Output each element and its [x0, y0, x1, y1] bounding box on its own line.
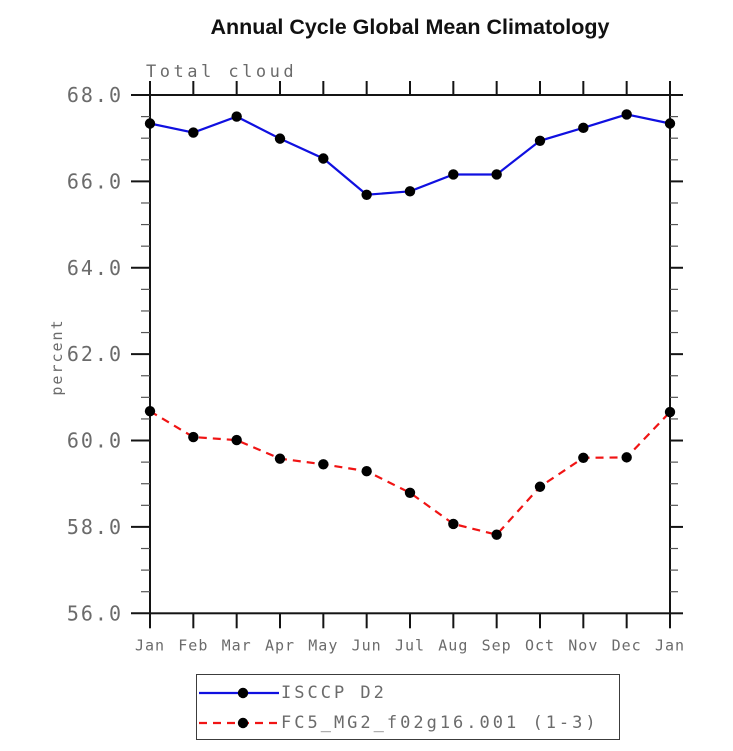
legend-item-fc5-mg2: FC5_MG2_f02g16.001 (1-3): [197, 708, 619, 738]
legend-marker-dot: [237, 687, 249, 699]
legend-line-sample-solid: [199, 687, 279, 699]
svg-text:58.0: 58.0: [67, 515, 123, 539]
svg-text:Jan: Jan: [135, 636, 165, 654]
svg-text:Feb: Feb: [178, 636, 208, 654]
legend-label-isccp-d2: ISCCP D2: [281, 683, 387, 703]
legend-marker-dot: [237, 717, 249, 729]
svg-text:Oct: Oct: [525, 636, 555, 654]
svg-text:Apr: Apr: [265, 636, 295, 654]
svg-text:56.0: 56.0: [67, 601, 123, 625]
svg-text:64.0: 64.0: [67, 256, 123, 280]
svg-text:Nov: Nov: [568, 636, 598, 654]
svg-text:Jul: Jul: [395, 636, 425, 654]
legend: ISCCP D2 FC5_MG2_f02g16.001 (1-3): [196, 674, 620, 740]
chart-subtitle: Total cloud: [146, 62, 298, 82]
svg-text:60.0: 60.0: [67, 429, 123, 453]
chart-title: Annual Cycle Global Mean Climatology: [210, 15, 610, 39]
legend-label-fc5-mg2: FC5_MG2_f02g16.001 (1-3): [281, 713, 599, 733]
svg-text:68.0: 68.0: [67, 83, 123, 107]
svg-text:Aug: Aug: [438, 636, 468, 654]
svg-text:Jan: Jan: [655, 636, 685, 654]
svg-text:62.0: 62.0: [67, 342, 123, 366]
svg-text:Jun: Jun: [352, 636, 382, 654]
legend-line-sample-dashed: [199, 717, 279, 729]
svg-text:Sep: Sep: [482, 636, 512, 654]
svg-text:66.0: 66.0: [67, 169, 123, 193]
svg-text:May: May: [308, 636, 338, 654]
svg-text:Dec: Dec: [612, 636, 642, 654]
legend-item-isccp-d2: ISCCP D2: [197, 678, 619, 708]
svg-text:Mar: Mar: [222, 636, 252, 654]
